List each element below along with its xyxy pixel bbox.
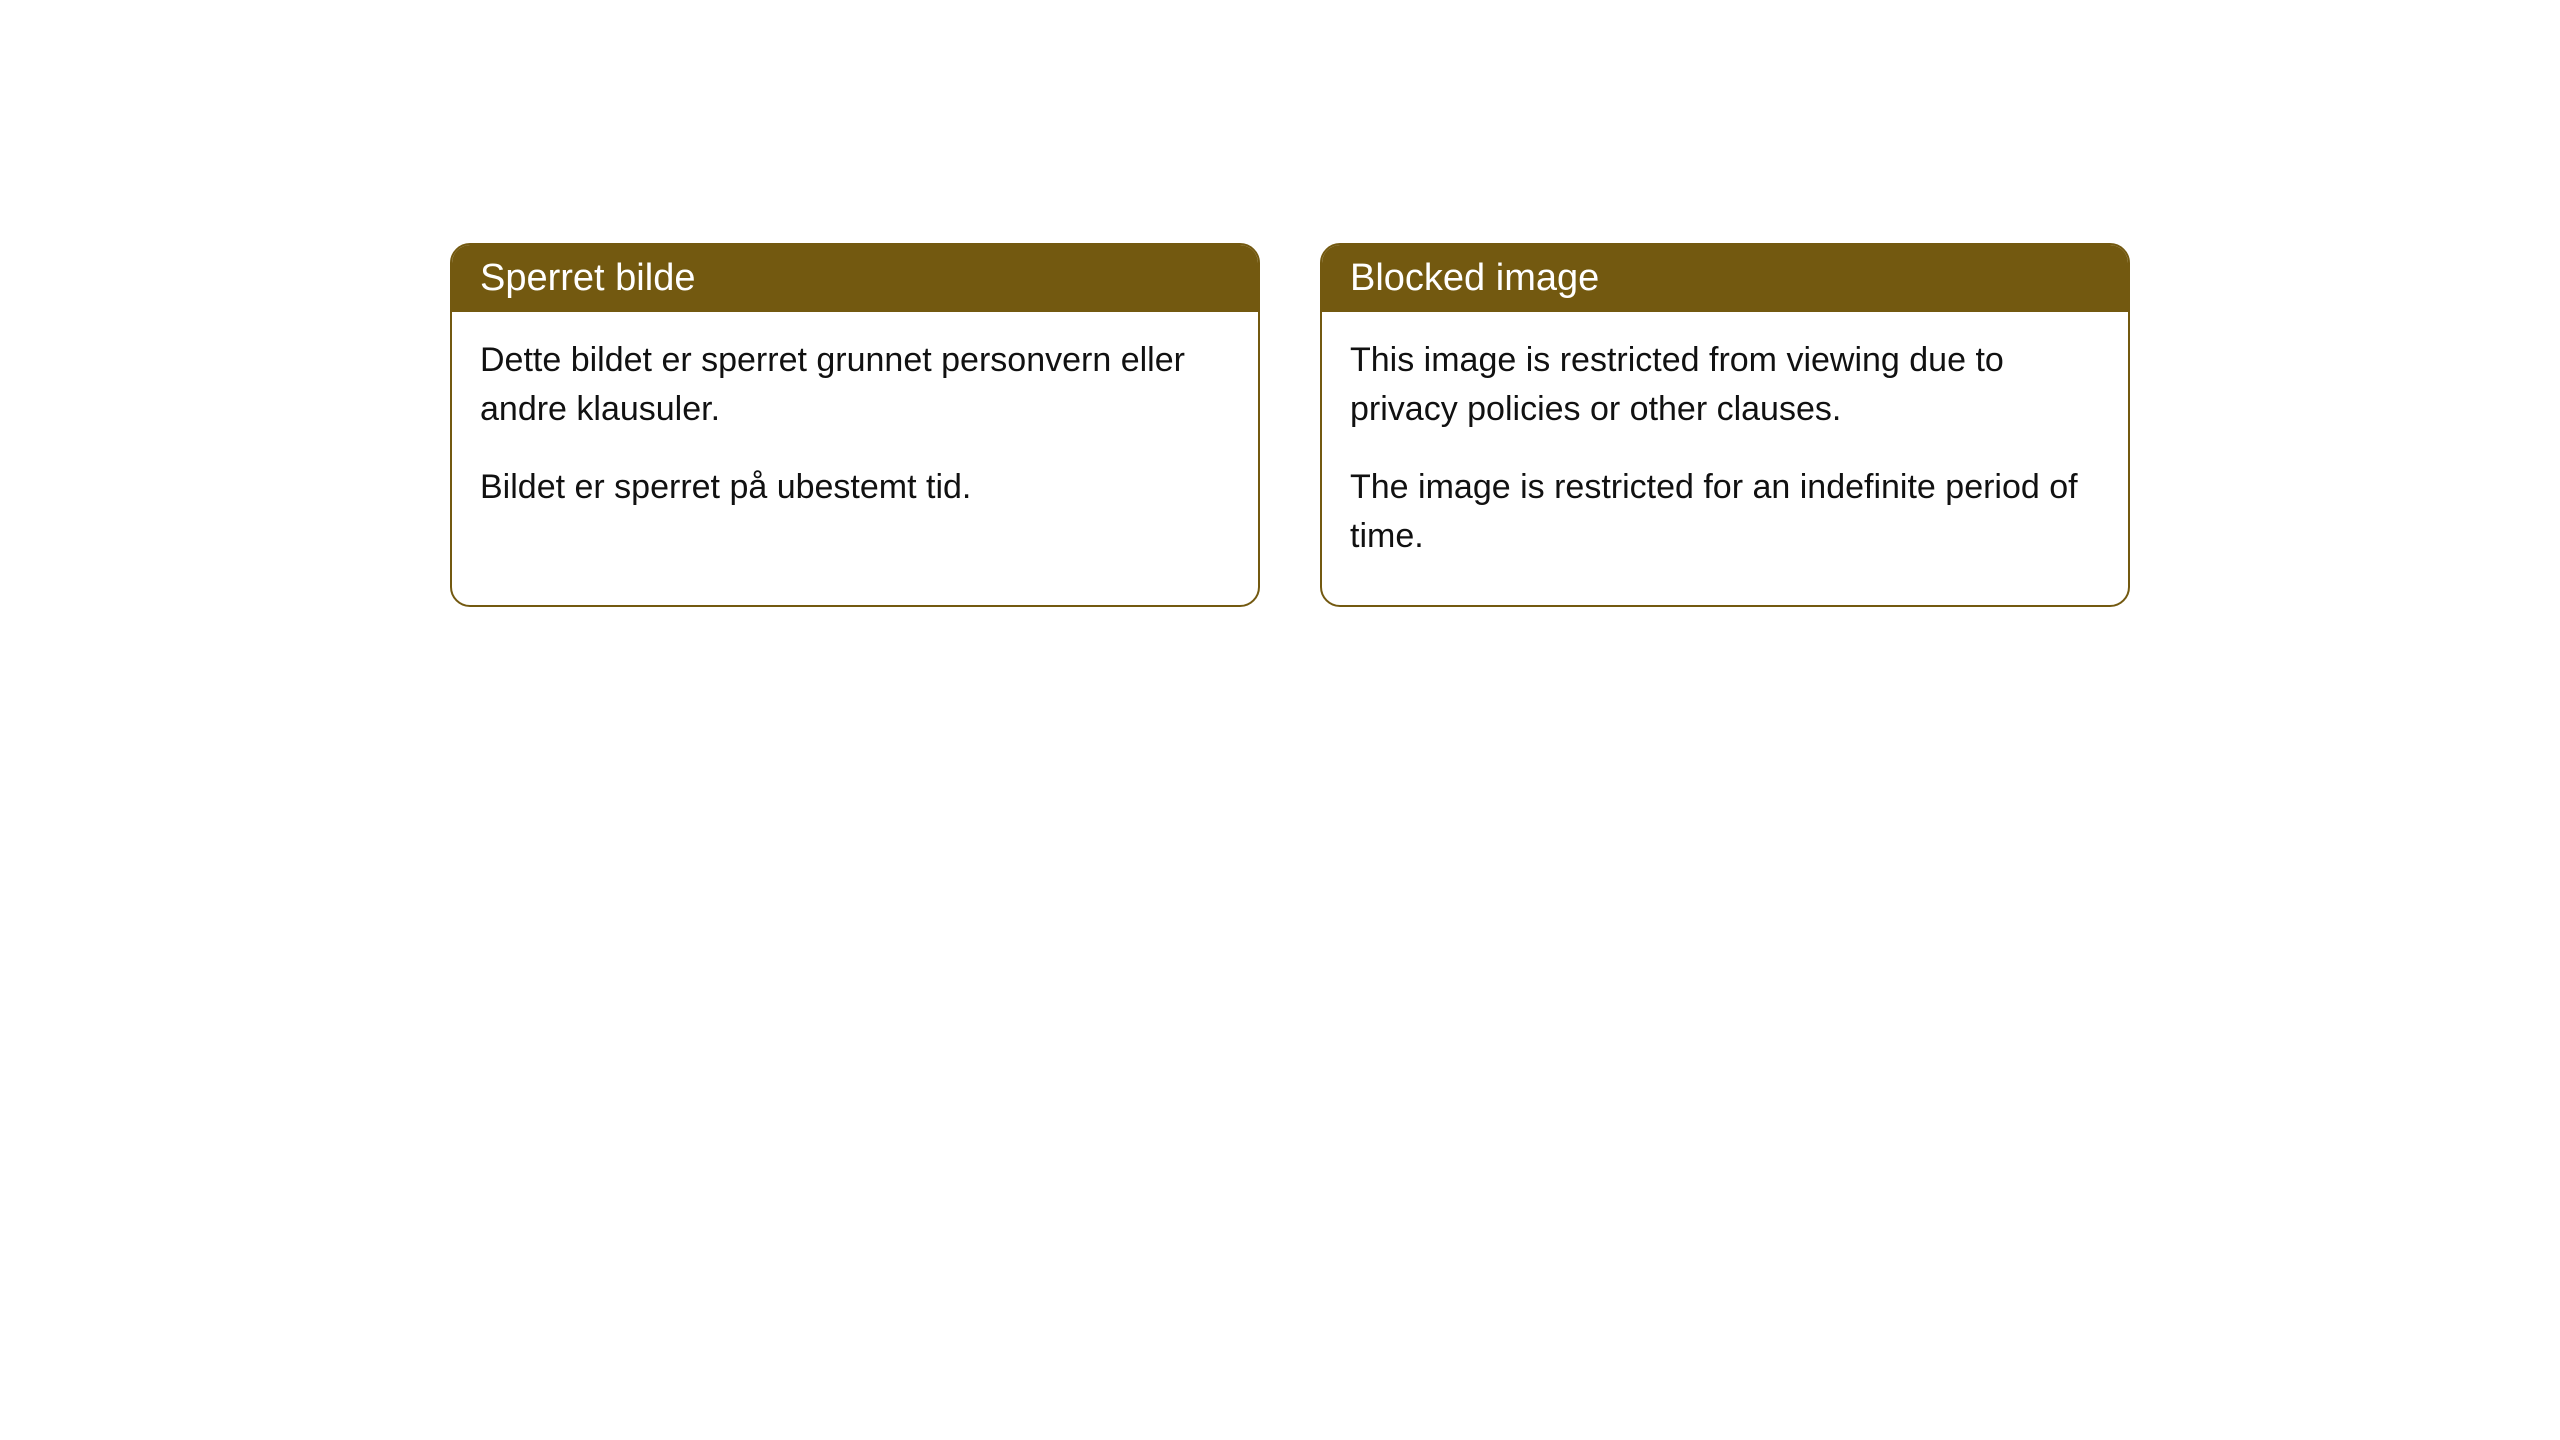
card-header-norwegian: Sperret bilde (452, 245, 1258, 312)
card-title: Sperret bilde (480, 257, 695, 299)
notice-cards-container: Sperret bilde Dette bildet er sperret gr… (450, 243, 2130, 607)
card-paragraph: The image is restricted for an indefinit… (1350, 463, 2100, 562)
card-paragraph: Dette bildet er sperret grunnet personve… (480, 336, 1230, 435)
card-paragraph: Bildet er sperret på ubestemt tid. (480, 463, 1230, 512)
card-title: Blocked image (1350, 257, 1599, 299)
notice-card-norwegian: Sperret bilde Dette bildet er sperret gr… (450, 243, 1260, 607)
card-header-english: Blocked image (1322, 245, 2128, 312)
card-body-norwegian: Dette bildet er sperret grunnet personve… (452, 312, 1258, 556)
card-body-english: This image is restricted from viewing du… (1322, 312, 2128, 605)
card-paragraph: This image is restricted from viewing du… (1350, 336, 2100, 435)
notice-card-english: Blocked image This image is restricted f… (1320, 243, 2130, 607)
